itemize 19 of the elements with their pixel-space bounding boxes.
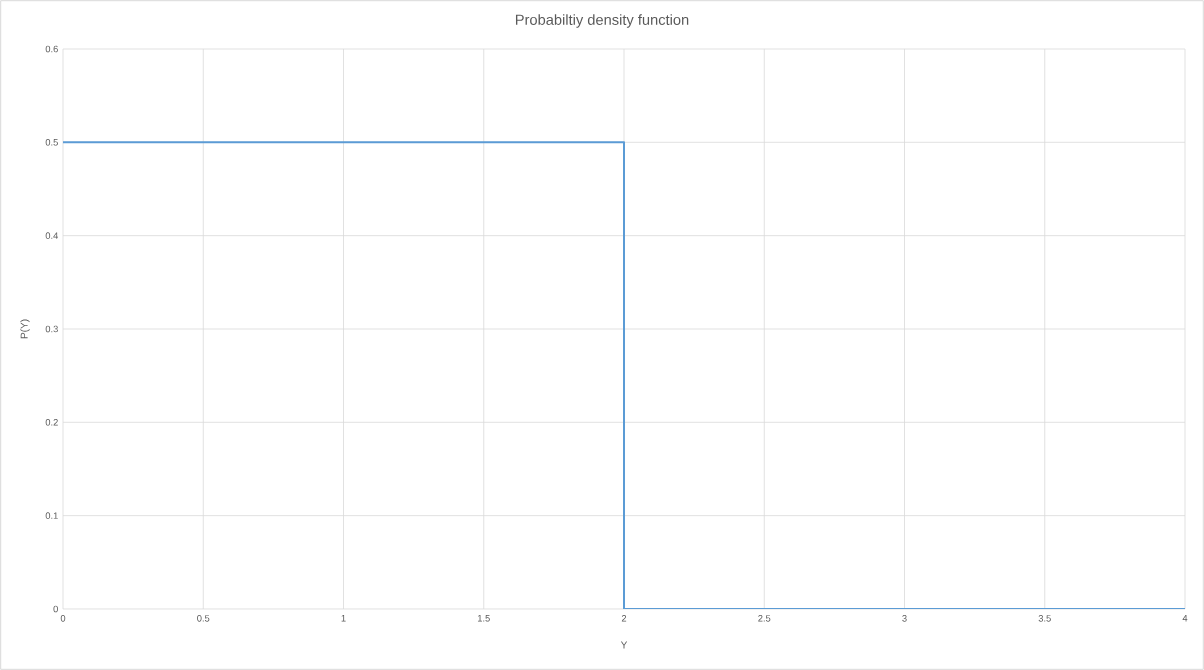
y-tick-label: 0.2 [45,419,58,426]
chart-title: Probabiltiy density function [515,14,689,28]
y-tick-label: 0.6 [45,45,58,53]
x-tick-label: 2 [621,615,627,622]
x-tick-label: 0.5 [197,615,210,622]
x-tick-label: 2.5 [758,615,771,622]
x-tick-label: 1 [341,615,346,622]
y-tick-label: 0.3 [45,325,58,333]
y-axis-title: P(Y) [20,319,30,339]
x-axis-title: Y [620,641,628,649]
x-tick-label: 1.5 [477,615,490,622]
x-tick-label: 0 [60,615,66,622]
y-tick-label: 0.4 [45,232,59,239]
x-tick-label: 3.5 [1038,615,1051,622]
y-tick-label: 0.1 [45,512,58,519]
y-tick-label: 0.5 [45,139,58,146]
x-tick-label: 3 [902,615,907,622]
x-tick-label: 4 [1182,615,1188,622]
y-tick-label: 0 [53,605,58,613]
